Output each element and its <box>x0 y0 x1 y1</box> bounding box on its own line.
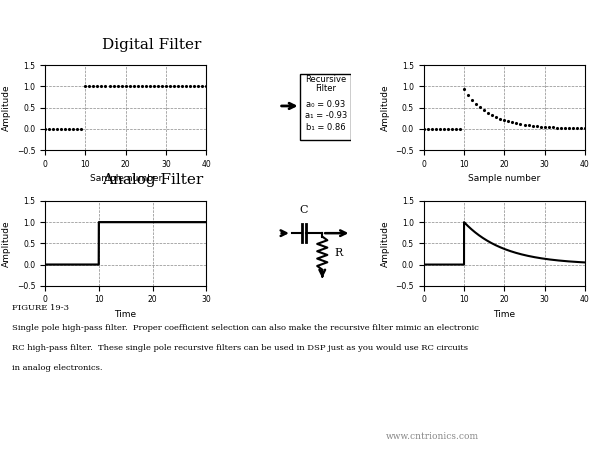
Text: R: R <box>335 248 343 258</box>
X-axis label: Sample number: Sample number <box>468 174 541 183</box>
Text: FIGURE 19-3: FIGURE 19-3 <box>12 304 69 312</box>
Text: www.cntrionics.com: www.cntrionics.com <box>385 432 479 441</box>
Text: a₁ = -0.93: a₁ = -0.93 <box>305 111 347 120</box>
Text: Analog Filter: Analog Filter <box>101 173 203 188</box>
Y-axis label: Amplitude: Amplitude <box>381 84 390 131</box>
X-axis label: Time: Time <box>115 310 137 319</box>
X-axis label: Time: Time <box>493 310 515 319</box>
X-axis label: Sample number: Sample number <box>89 174 162 183</box>
Text: Single pole high-pass filter.  Proper coefficient selection can also make the re: Single pole high-pass filter. Proper coe… <box>12 324 479 332</box>
Text: b₁ = 0.86: b₁ = 0.86 <box>306 123 346 132</box>
Text: Recursive: Recursive <box>305 75 347 84</box>
Text: RC high-pass filter.  These single pole recursive filters can be used in DSP jus: RC high-pass filter. These single pole r… <box>12 344 468 352</box>
Y-axis label: Amplitude: Amplitude <box>2 220 11 267</box>
Y-axis label: Amplitude: Amplitude <box>2 84 11 131</box>
Y-axis label: Amplitude: Amplitude <box>381 220 390 267</box>
Text: C: C <box>300 205 308 216</box>
Text: Filter: Filter <box>316 85 337 94</box>
Text: a₀ = 0.93: a₀ = 0.93 <box>306 100 346 109</box>
Bar <box>301 74 351 140</box>
Text: Digital Filter: Digital Filter <box>101 38 201 52</box>
Text: in analog electronics.: in analog electronics. <box>12 364 103 373</box>
